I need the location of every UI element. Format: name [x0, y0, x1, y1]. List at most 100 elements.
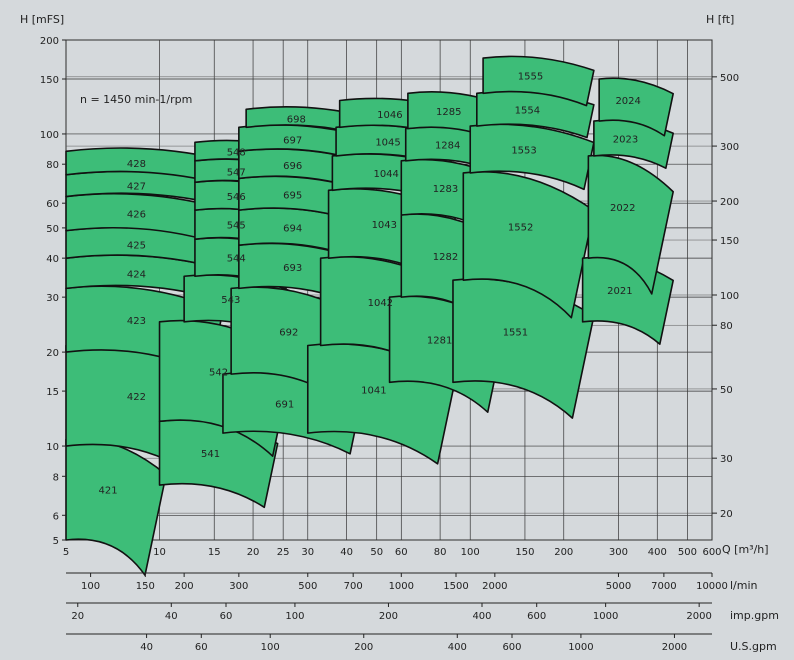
x-tick-label: 60 — [395, 547, 408, 558]
y-left-tick-label: 40 — [46, 254, 59, 265]
speed-label: n = 1450 min-1/rpm — [80, 93, 192, 106]
secondary-scales: 100 150 200 300 500 700 1000 1500 2000 5000 7000 10… — [66, 572, 779, 653]
x-tick-label: 20 — [247, 547, 260, 558]
pump-label-427: 427 — [127, 182, 146, 193]
secondary-tick-label: 200 — [379, 611, 398, 622]
pump-label-1044: 1044 — [373, 169, 398, 180]
secondary-tick-label: 10000 — [696, 581, 728, 592]
secondary-unit-label: imp.gpm — [730, 609, 779, 622]
secondary-tick-label: 700 — [344, 581, 363, 592]
y-left-tick-label: 60 — [46, 199, 59, 210]
pump-label-428: 428 — [127, 159, 146, 170]
pump-label-421: 421 — [99, 486, 118, 497]
secondary-tick-label: 40 — [165, 611, 178, 622]
secondary-tick-label: 150 — [136, 581, 155, 592]
pump-label-1285: 1285 — [436, 107, 461, 118]
secondary-tick-label: 20 — [71, 611, 84, 622]
x-tick-label: 200 — [554, 547, 573, 558]
x-tick-label: 25 — [277, 547, 290, 558]
secondary-tick-label: 1000 — [389, 581, 414, 592]
x-tick-label: 150 — [515, 547, 534, 558]
pump-label-548: 548 — [227, 148, 246, 159]
pump-label-693: 693 — [283, 263, 302, 274]
pump-label-2024: 2024 — [615, 96, 640, 107]
y-right-tick-label: 300 — [720, 142, 739, 153]
y-right-tick-label: 200 — [720, 197, 739, 208]
pump-label-425: 425 — [127, 240, 146, 251]
pump-label-1283: 1283 — [433, 184, 458, 195]
pump-label-423: 423 — [127, 316, 146, 327]
y-left-tick-label: 5 — [53, 536, 59, 547]
pump-region-2022 — [587, 154, 674, 295]
pump-label-1284: 1284 — [435, 141, 460, 152]
secondary-tick-label: 5000 — [606, 581, 631, 592]
x-tick-label: 50 — [370, 547, 383, 558]
pump-label-1042: 1042 — [368, 298, 393, 309]
secondary-tick-label: 1000 — [568, 642, 593, 653]
y-right-tick-label: 100 — [720, 291, 739, 302]
y-left-tick-label: 200 — [40, 36, 59, 47]
pump-label-696: 696 — [283, 161, 302, 172]
pump-label-1555: 1555 — [518, 72, 543, 83]
secondary-tick-label: 60 — [220, 611, 233, 622]
x-tick-label: 80 — [434, 547, 447, 558]
pump-label-546: 546 — [227, 192, 246, 203]
y-right-tick-label: 30 — [720, 454, 733, 465]
y-right-tick-label: 50 — [720, 385, 733, 396]
y-right-tick-label: 20 — [720, 509, 733, 520]
pump-region-1552 — [462, 171, 595, 319]
secondary-tick-label: 500 — [298, 581, 317, 592]
secondary-tick-label: 600 — [502, 642, 521, 653]
pump-label-1553: 1553 — [511, 145, 536, 156]
pump-regions — [65, 55, 674, 576]
secondary-tick-label: 100 — [285, 611, 304, 622]
pump-label-698: 698 — [287, 114, 306, 125]
x-tick-label: 400 — [648, 547, 667, 558]
pump-region-1555 — [482, 55, 595, 107]
y-left-tick-label: 8 — [53, 472, 59, 483]
pump-region-2024 — [598, 77, 674, 137]
secondary-tick-label: 40 — [140, 642, 153, 653]
y-right-tick-label: 150 — [720, 236, 739, 247]
secondary-unit-label: l/min — [730, 579, 758, 592]
pump-label-1552: 1552 — [508, 223, 533, 234]
x-tick-label: 5 — [63, 547, 69, 558]
pump-label-1281: 1281 — [427, 336, 452, 347]
y-axis-right-label: H [ft] — [706, 13, 734, 26]
pump-label-692: 692 — [279, 327, 298, 338]
pump-label-1045: 1045 — [375, 138, 400, 149]
secondary-unit-label: U.S.gpm — [730, 640, 777, 653]
y-left-tick-label: 150 — [40, 75, 59, 86]
secondary-tick-label: 200 — [175, 581, 194, 592]
pump-label-541: 541 — [201, 449, 220, 460]
x-tick-label: 40 — [340, 547, 353, 558]
y-left-tick-label: 10 — [46, 442, 59, 453]
x-tick-label: 100 — [461, 547, 480, 558]
secondary-tick-label: 2000 — [686, 611, 711, 622]
pump-label-544: 544 — [227, 254, 246, 265]
y-right-tick-label: 500 — [720, 73, 739, 84]
pump-label-1041: 1041 — [361, 385, 386, 396]
pump-label-1551: 1551 — [503, 327, 528, 338]
y-left-tick-label: 100 — [40, 130, 59, 141]
x-tick-label: 500 — [678, 547, 697, 558]
pump-label-695: 695 — [283, 190, 302, 201]
secondary-tick-label: 400 — [448, 642, 467, 653]
y-left-tick-label: 50 — [46, 224, 59, 235]
y-axis-left-label: H [mFS] — [20, 13, 64, 26]
pump-label-694: 694 — [283, 224, 302, 235]
pump-label-1046: 1046 — [377, 110, 402, 121]
pump-label-547: 547 — [227, 168, 246, 179]
secondary-tick-label: 2000 — [482, 581, 507, 592]
pump-label-1282: 1282 — [433, 252, 458, 263]
pump-label-2023: 2023 — [613, 135, 638, 146]
x-tick-label: 300 — [609, 547, 628, 558]
secondary-tick-label: 100 — [81, 581, 100, 592]
pump-label-691: 691 — [275, 400, 294, 411]
y-left-tick-label: 30 — [46, 293, 59, 304]
y-left-tick-label: 80 — [46, 160, 59, 171]
secondary-tick-label: 100 — [261, 642, 280, 653]
pump-label-426: 426 — [127, 210, 146, 221]
x-tick-label: 10 — [153, 547, 166, 558]
